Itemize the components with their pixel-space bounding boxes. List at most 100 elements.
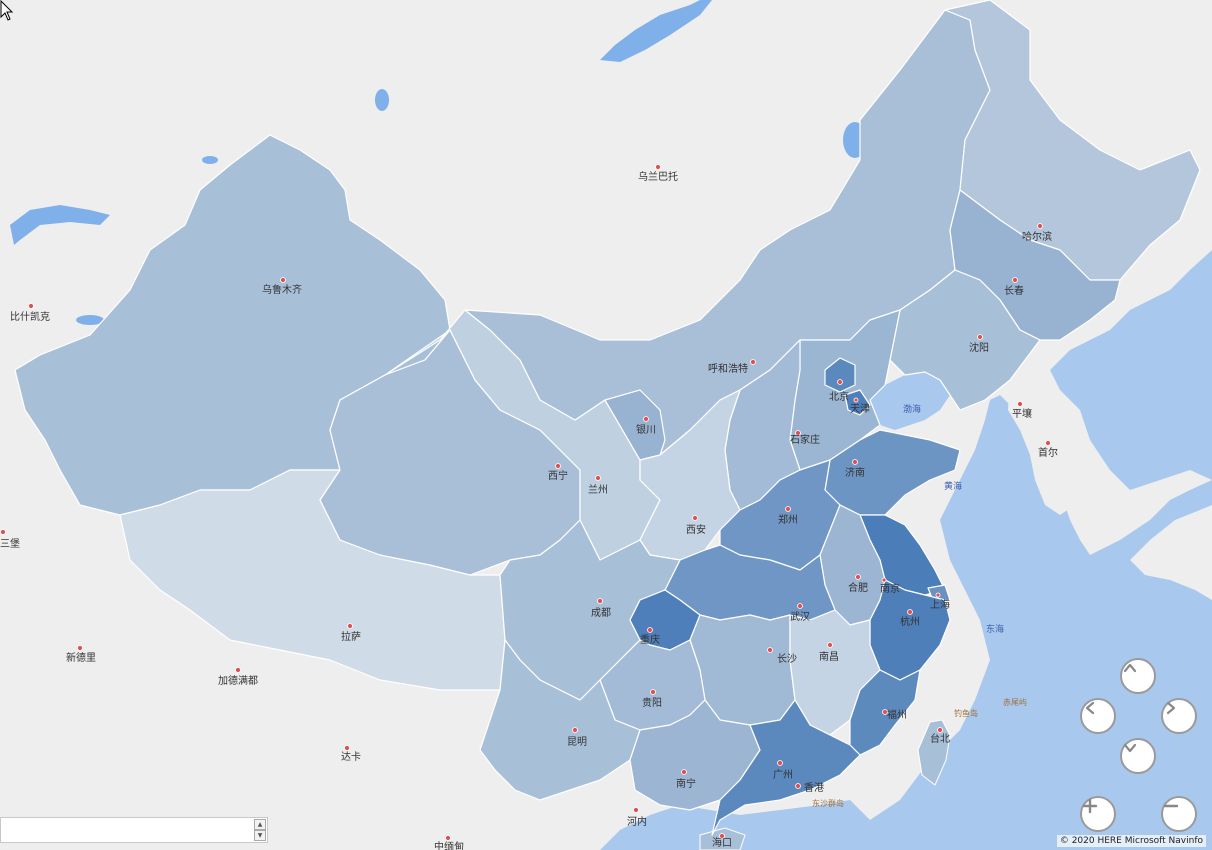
city-shijiazhuang[interactable]: 石家庄 [790,430,820,447]
city-lanzhou[interactable]: 兰州 [588,475,608,497]
chevron-up-icon [1123,663,1137,673]
city-wuhan[interactable]: 武汉 [790,603,810,624]
city-kathmandu[interactable]: 加德满都 [218,667,258,688]
scroll-arrows[interactable]: ▲ ▼ [254,819,266,841]
city-newdelhi[interactable]: 新德里 [66,645,96,665]
province-guangdong[interactable] [711,699,861,836]
svg-text:石家庄: 石家庄 [790,433,820,446]
svg-text:武汉: 武汉 [790,610,810,623]
scroll-down-arrow-icon[interactable]: ▼ [254,830,266,841]
city-tianjin[interactable]: 天津 [850,397,870,415]
minus-icon [1163,804,1179,808]
city-xining[interactable]: 西宁 [548,463,568,483]
city-zhengzhou[interactable]: 郑州 [778,506,798,527]
city-bishkek[interactable]: 比什凯克 [10,303,50,324]
island-label-dongsha: 东沙群岛 [812,798,844,808]
city-hohhot[interactable]: 呼和浩特 [708,359,756,376]
city-chengdu[interactable]: 成都 [591,598,611,620]
city-myanmar[interactable]: 中缅甸 [434,835,464,850]
sea-area [870,395,1212,850]
province-tianjin[interactable] [844,389,871,416]
city-hefei[interactable]: 合肥 [848,574,868,595]
svg-text:长沙: 长沙 [777,653,797,665]
city-pyongyang[interactable]: 平壤 [1012,401,1032,421]
svg-text:济南: 济南 [845,466,865,479]
pan-up-button[interactable] [1120,658,1156,694]
svg-text:杭州: 杭州 [900,615,920,628]
svg-text:首尔: 首尔 [1038,446,1058,459]
city-lhasa[interactable]: 拉萨 [341,623,361,644]
svg-text:天津: 天津 [850,403,870,415]
city-haikou[interactable]: 海口 [712,833,732,850]
city-seoul[interactable]: 首尔 [1038,440,1058,460]
land-hainan [699,827,746,850]
city-nanning[interactable]: 南宁 [676,769,696,791]
city-nanjing[interactable]: 南京 [880,577,900,595]
svg-text:河内: 河内 [627,815,647,828]
province-liaoning[interactable] [889,269,1041,411]
svg-text:南昌: 南昌 [819,650,839,663]
scroll-up-arrow-icon[interactable]: ▲ [254,819,266,830]
svg-text:成都: 成都 [591,607,611,619]
svg-text:加德满都: 加德满都 [218,674,258,687]
svg-text:贵阳: 贵阳 [642,696,662,709]
zoom-out-button[interactable] [1161,796,1197,832]
city-yinchuan[interactable]: 银川 [636,416,656,437]
pan-right-button[interactable] [1161,698,1197,734]
bottom-input-box[interactable]: ▲ ▼ [0,817,268,843]
city-nanchang[interactable]: 南昌 [819,642,839,664]
svg-text:海口: 海口 [712,836,732,849]
lake-baikal [600,0,712,62]
svg-text:中缅甸: 中缅甸 [434,840,464,850]
svg-text:达卡: 达卡 [341,750,361,763]
city-taipei[interactable]: 台北 [930,727,950,746]
city-harbin[interactable]: 哈尔滨 [1022,223,1052,244]
city-shanghai[interactable]: 上海 [930,592,950,611]
city-jinan[interactable]: 济南 [845,459,865,480]
city-changsha[interactable]: 长沙 [767,647,798,666]
sea-label-bohai: 渤海 [903,403,921,415]
svg-text:福州: 福州 [887,708,907,721]
svg-text:兰州: 兰州 [588,483,608,496]
pan-left-button[interactable] [1080,698,1116,734]
city-ulaanbaatar[interactable]: 乌兰巴托 [638,164,678,184]
svg-text:三堡: 三堡 [0,537,20,550]
city-xian[interactable]: 西安 [686,515,706,537]
city-hangzhou[interactable]: 杭州 [900,609,920,629]
city-hanoi[interactable]: 河内 [627,807,647,829]
city-sanbao[interactable]: 三堡 [0,529,20,551]
svg-text:重庆: 重庆 [640,633,660,646]
city-guangzhou[interactable]: 广州 [773,760,793,782]
svg-text:合肥: 合肥 [848,581,868,594]
svg-text:西宁: 西宁 [548,469,568,482]
city-shenyang[interactable]: 沈阳 [969,334,989,355]
sea-label-yellowsea: 黄海 [944,480,962,492]
city-beijing[interactable]: 北京 [829,379,849,404]
lake-khovsgol [375,89,389,111]
zoom-in-button[interactable] [1080,796,1116,832]
province-yunnan[interactable] [479,639,641,801]
svg-text:南京: 南京 [880,582,900,595]
province-beijing[interactable] [824,357,856,393]
sea-south [600,800,870,850]
svg-text:西安: 西安 [686,523,706,536]
svg-text:广州: 广州 [773,769,793,781]
city-urumqi[interactable]: 乌鲁木齐 [262,277,302,297]
mouse-cursor-icon [0,0,14,21]
sea-east-japan [1050,250,1212,490]
city-changchun[interactable]: 长春 [1004,277,1024,298]
city-kunming[interactable]: 昆明 [567,727,587,749]
city-guiyang[interactable]: 贵阳 [642,689,662,710]
city-dhaka[interactable]: 达卡 [341,745,361,764]
city-chongqing[interactable]: 重庆 [640,627,660,647]
city-hongkong[interactable]: 香港 [795,782,825,794]
land-japan [1130,505,1212,600]
svg-text:拉萨: 拉萨 [341,630,361,643]
svg-text:上海: 上海 [930,598,950,611]
city-fuzhou[interactable]: 福州 [882,708,908,721]
province-heilongjiang[interactable] [944,0,1201,281]
svg-text:香港: 香港 [804,782,824,794]
pan-down-button[interactable] [1120,738,1156,774]
